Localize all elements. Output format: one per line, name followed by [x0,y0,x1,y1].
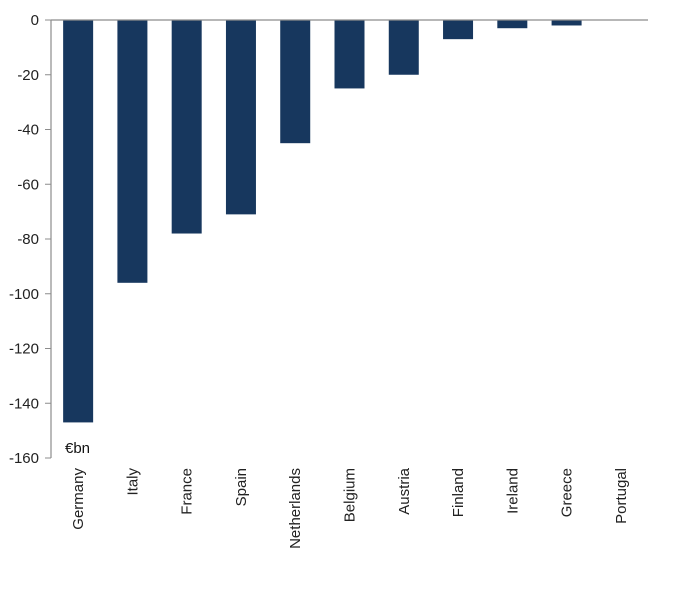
x-tick-label: Netherlands [287,468,304,549]
unit-label: €bn [65,440,90,457]
y-axis: 0 -20 -40 -60 -80 -100 -120 -140 -160 [9,12,51,467]
x-tick-label: Italy [124,468,141,496]
y-tick-label: -120 [9,341,39,358]
bar-greece [551,20,582,26]
x-tick-label: Germany [70,468,87,530]
x-tick-label: Belgium [342,468,359,522]
x-tick-label: Austria [396,467,413,514]
bar-spain [225,20,256,215]
y-tick-label: -80 [17,231,39,248]
bar-finland [443,20,474,40]
y-tick-label: -40 [17,122,39,139]
y-tick-label: -160 [9,450,39,467]
x-axis: Germany Italy France Spain Netherlands Belgiu… [70,467,630,549]
bar-germany [63,20,94,423]
bar-belgium [334,20,365,89]
y-tick-label: -100 [9,286,39,303]
bar-netherlands [280,20,311,144]
bar-austria [388,20,419,75]
x-tick-label: Finland [450,468,467,517]
bars [63,20,582,423]
bar-france [171,20,202,234]
bar-ireland [497,20,528,29]
y-tick-label: -60 [17,176,39,193]
axes [50,19,648,458]
y-tick-label: -140 [9,395,39,412]
bar-italy [117,20,148,283]
x-tick-label: Greece [559,468,576,517]
x-tick-label: Ireland [504,468,521,514]
y-tick-label: 0 [31,12,39,29]
x-tick-label: Spain [233,468,250,506]
y-tick-label: -20 [17,67,39,84]
x-tick-label: Portugal [613,468,630,524]
x-tick-label: France [179,468,196,515]
